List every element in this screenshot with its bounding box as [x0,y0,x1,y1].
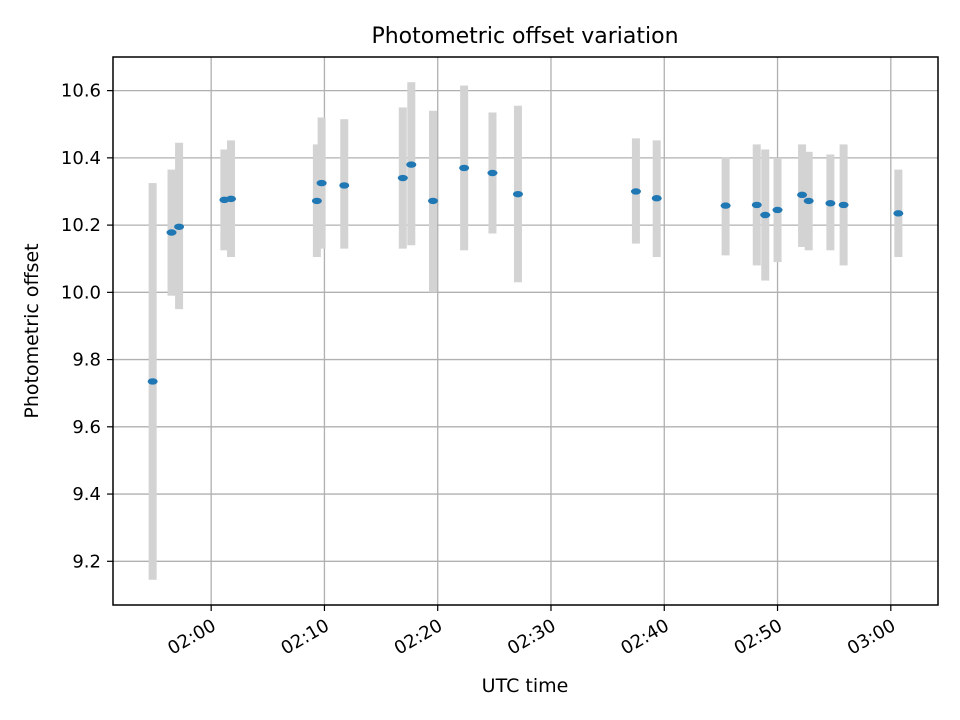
data-point [166,229,177,236]
data-point [893,210,904,217]
data-point [339,182,350,189]
y-tick-label: 9.2 [72,551,101,572]
data-point [803,197,814,205]
x-tick-label: 02:30 [504,615,559,659]
data-point [487,169,498,177]
data-point [720,202,731,209]
data-point [397,174,408,182]
y-axis-label: Photometric offset [21,243,43,418]
data-point [459,164,470,172]
data-point [838,201,849,209]
data-point [311,197,322,205]
data-point [760,211,771,219]
chart-title: Photometric offset variation [371,24,678,49]
data-point [174,223,185,230]
x-tick-label: 02:20 [391,615,446,659]
data-point [406,161,417,168]
x-axis-label: UTC time [482,675,569,697]
errorbar-layer [148,82,903,580]
y-tick-label: 10.4 [61,148,101,169]
data-point [751,201,762,209]
y-tick-label: 10.2 [61,215,101,236]
grid-layer [113,57,938,605]
x-tick-layer: 02:00 02:10 02:20 02:30 02:40 02:50 03:00 [164,605,899,659]
data-point [651,195,662,202]
x-tick-label: 02:50 [731,615,786,659]
x-tick-label: 02:40 [617,615,672,659]
y-tick-label: 9.4 [72,484,101,505]
data-point [225,195,236,203]
data-point [316,179,327,187]
data-point [512,190,523,198]
data-point [147,378,158,385]
y-tick-label: 9.8 [72,350,101,371]
y-tick-label: 9.6 [72,417,101,438]
data-point [797,191,808,199]
x-tick-label: 03:00 [844,615,899,659]
y-tick-layer: 9.2 9.4 9.6 9.8 10.0 10.2 10.4 10.6 [61,81,113,572]
y-tick-label: 10.0 [61,282,101,303]
x-tick-label: 02:10 [278,615,333,659]
data-point [772,206,783,214]
data-point [825,200,836,207]
data-point [427,197,438,205]
y-tick-label: 10.6 [61,81,101,102]
data-point [630,188,641,195]
marker-layer [147,161,904,385]
x-tick-label: 02:00 [164,615,219,659]
plot-frame [112,56,939,606]
